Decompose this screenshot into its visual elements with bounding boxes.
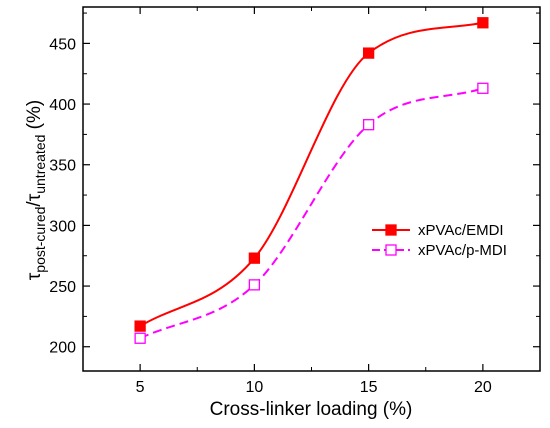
- legend-label-1: xPVAc/EMDI: [418, 222, 504, 239]
- data-point-1: [477, 17, 489, 29]
- ticks: 5 10 15 20 200 250 300 350 400 450: [49, 7, 541, 396]
- x-tick-label: 5: [136, 379, 145, 396]
- legend: xPVAc/EMDI xPVAc/p-MDI: [372, 222, 507, 259]
- y-axis-sub2: untreated: [32, 135, 48, 194]
- data-point-2: [134, 332, 146, 344]
- x-axis-title: Cross-linker loading (%): [210, 399, 413, 420]
- y-tick-label: 250: [49, 279, 76, 296]
- data-point-2: [362, 119, 375, 131]
- y-axis-sub1: post-cured: [32, 207, 48, 273]
- data-point-2: [477, 82, 489, 94]
- y-axis-title: τpost-cured/τuntreated (%): [24, 100, 48, 280]
- y-tick-label: 450: [49, 36, 76, 53]
- data-point-1: [248, 252, 261, 264]
- data-point-1: [362, 47, 375, 59]
- plot-frame: [82, 6, 541, 372]
- legend-marker-1: [385, 224, 397, 236]
- y-tick-label: 300: [49, 218, 76, 235]
- series-group: [134, 17, 489, 344]
- y-tick-label: 400: [49, 97, 76, 114]
- y-axis-unit: (%): [24, 100, 45, 135]
- x-tick-label: 15: [360, 379, 378, 396]
- series-line-2: [139, 87, 484, 340]
- y-axis-symbol: τ: [24, 272, 45, 280]
- legend-label-2: xPVAc/p-MDI: [418, 242, 507, 259]
- x-tick-label: 10: [245, 379, 263, 396]
- data-point-2: [248, 279, 261, 291]
- y-tick-label: 350: [49, 158, 76, 175]
- y-axis-sep: /: [24, 201, 45, 207]
- legend-marker-2: [385, 244, 397, 256]
- y-tick-label: 200: [49, 340, 76, 357]
- x-tick-label: 20: [474, 379, 492, 396]
- y-axis-symbol-2: τ: [24, 193, 45, 201]
- series-line-1: [139, 21, 484, 327]
- data-point-1: [134, 320, 146, 332]
